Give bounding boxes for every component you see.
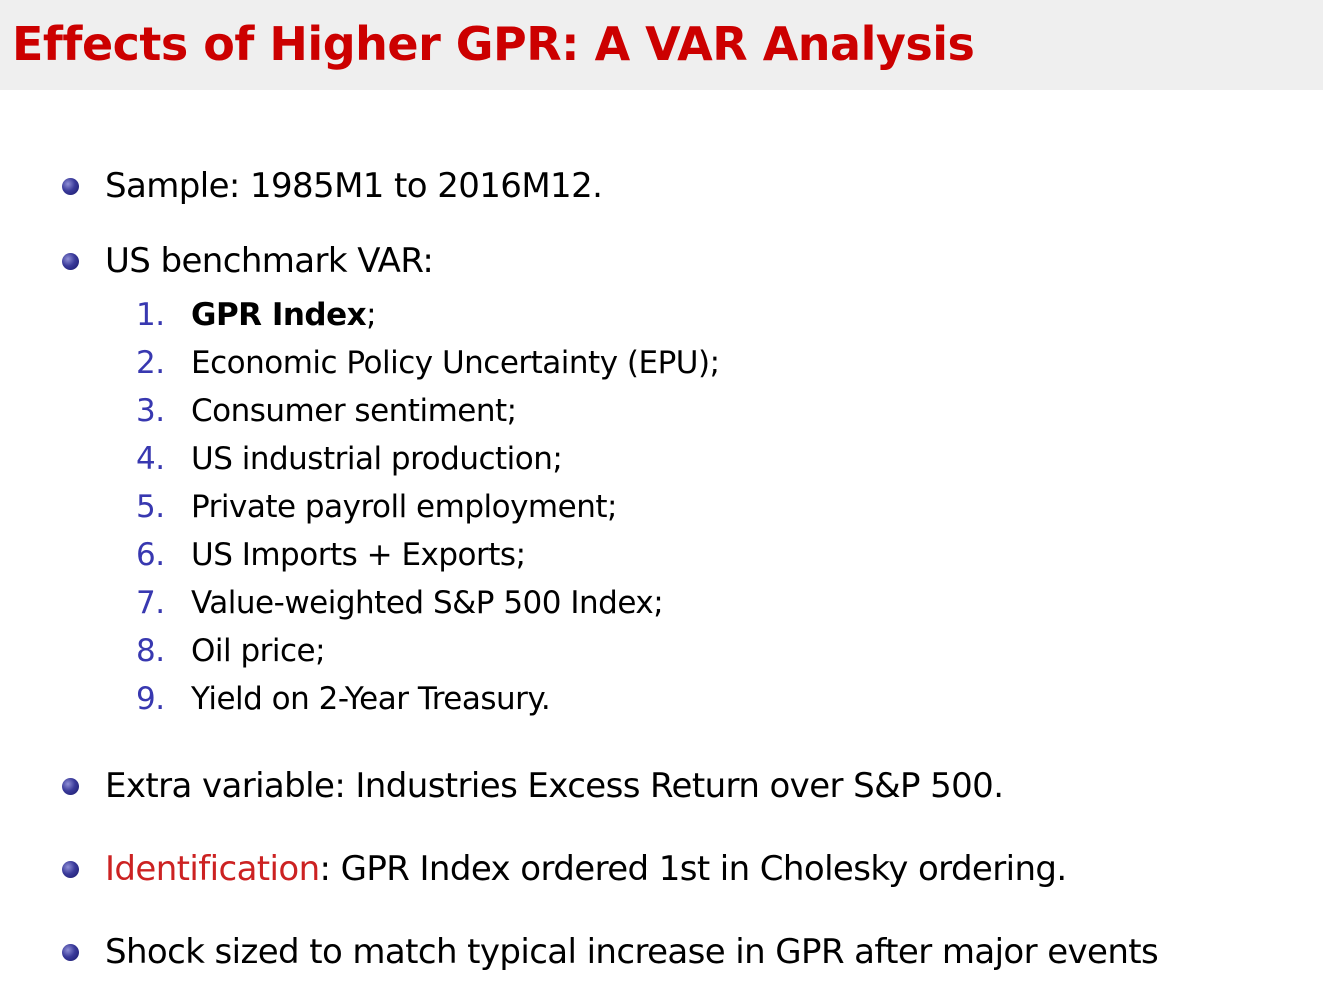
list-text: US industrial production; xyxy=(191,441,563,477)
list-number: 2. xyxy=(136,345,165,381)
list-item: 3. Consumer sentiment; xyxy=(136,391,517,431)
bullet-dot-icon xyxy=(62,944,79,961)
list-text: GPR Index xyxy=(191,297,367,333)
bullet-dot-icon xyxy=(62,778,79,795)
list-number: 4. xyxy=(136,441,165,477)
list-item: 7. Value-weighted S&P 500 Index; xyxy=(136,583,664,623)
list-text: US Imports + Exports; xyxy=(191,537,526,573)
list-number: 1. xyxy=(136,297,165,333)
bullet-dot-icon xyxy=(62,861,79,878)
list-number: 6. xyxy=(136,537,165,573)
list-number: 9. xyxy=(136,681,165,717)
title-bar: Effects of Higher GPR: A VAR Analysis xyxy=(0,0,1323,90)
list-item: 9. Yield on 2-Year Treasury. xyxy=(136,679,551,719)
bullet-text: US benchmark VAR: xyxy=(105,241,434,281)
list-number: 3. xyxy=(136,393,165,429)
bullet-text: Shock sized to match typical increase in… xyxy=(105,932,1159,972)
bullet-dot-icon xyxy=(62,253,79,270)
list-text: Economic Policy Uncertainty (EPU); xyxy=(191,345,720,381)
slide-title: Effects of Higher GPR: A VAR Analysis xyxy=(12,17,975,71)
list-item: 6. US Imports + Exports; xyxy=(136,535,526,575)
list-text: Private payroll employment; xyxy=(191,489,617,525)
list-item: 1. GPR Index; xyxy=(136,295,377,335)
bullet-text: Sample: 1985M1 to 2016M12. xyxy=(105,166,603,206)
identification-rest: : GPR Index ordered 1st in Cholesky orde… xyxy=(319,849,1068,889)
list-text: Consumer sentiment; xyxy=(191,393,517,429)
list-item: 2. Economic Policy Uncertainty (EPU); xyxy=(136,343,720,383)
list-number: 8. xyxy=(136,633,165,669)
bullet-text: Extra variable: Industries Excess Return… xyxy=(105,766,1004,806)
list-item: 5. Private payroll employment; xyxy=(136,487,617,527)
list-text: Oil price; xyxy=(191,633,326,669)
list-item: 8. Oil price; xyxy=(136,631,326,671)
list-text: Yield on 2-Year Treasury. xyxy=(191,681,551,717)
bullet-dot-icon xyxy=(62,178,79,195)
list-number: 7. xyxy=(136,585,165,621)
list-item: 4. US industrial production; xyxy=(136,439,563,479)
list-text: Value-weighted S&P 500 Index; xyxy=(191,585,664,621)
list-suffix: ; xyxy=(366,297,377,333)
bullet-text: Identification: GPR Index ordered 1st in… xyxy=(105,849,1067,889)
list-number: 5. xyxy=(136,489,165,525)
identification-highlight: Identification xyxy=(105,849,320,889)
